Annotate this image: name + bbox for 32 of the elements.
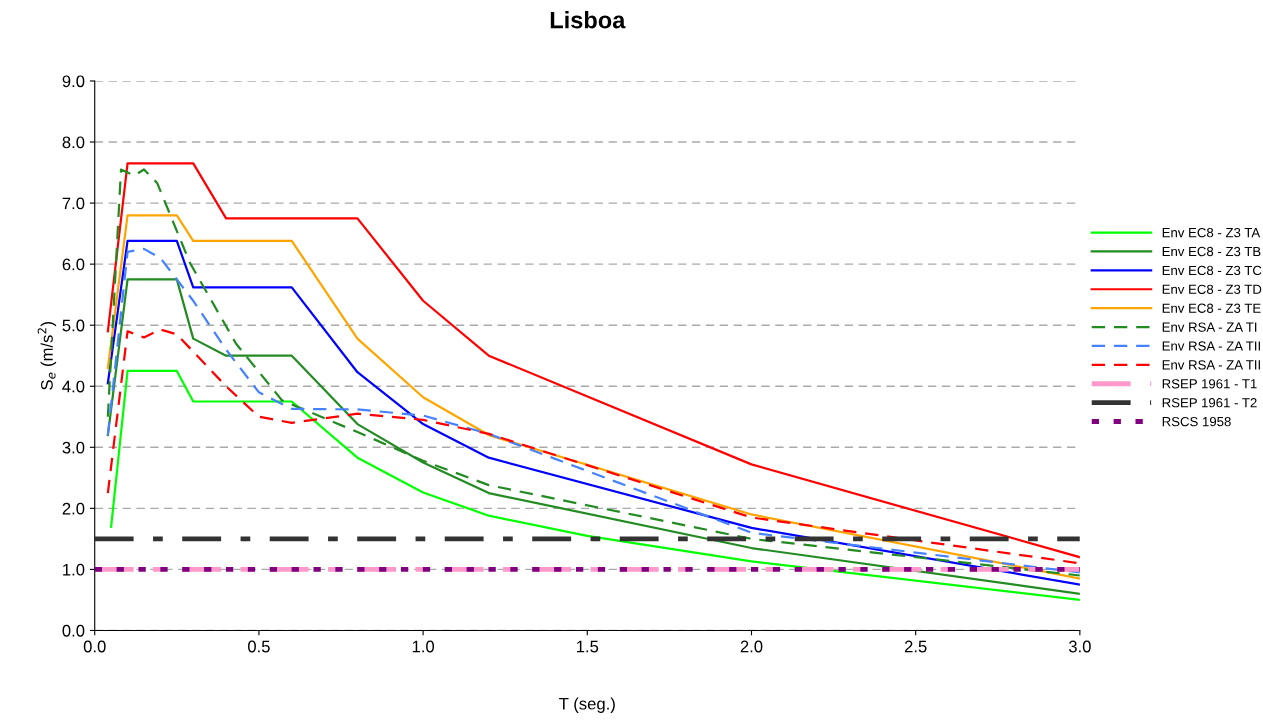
legend-label: Env EC8 - Z3 TA xyxy=(1162,227,1261,238)
legend-label: Env RSA - ZA TI xyxy=(1162,322,1257,332)
y-tick-label: 1.0 xyxy=(63,563,85,576)
y-tick-label: 5.0 xyxy=(62,319,85,332)
x-tick-label: 3.0 xyxy=(1068,640,1091,653)
y-tick-label: 2.0 xyxy=(62,502,85,515)
legend-label: Env EC8 - Z3 TB xyxy=(1162,246,1261,257)
x-tick-label: 0.5 xyxy=(247,640,270,653)
x-tick-label: 2.5 xyxy=(904,640,927,653)
y-tick-label: 3.0 xyxy=(62,441,85,454)
legend-label: Env EC8 - Z3 TC xyxy=(1162,265,1262,276)
chart-title: Lisboa xyxy=(550,11,626,29)
x-axis-title: T (seg.) xyxy=(559,697,615,713)
legend-label: Env RSA - ZA TII xyxy=(1162,341,1260,351)
line-series xyxy=(110,369,1080,602)
x-tick-label: 1.5 xyxy=(576,640,599,653)
x-tick-label: 0.0 xyxy=(83,640,106,653)
legend-label: RSEP 1961 - T1 xyxy=(1162,379,1257,389)
legend-label: Env RSA - ZA TII xyxy=(1162,360,1260,370)
y-tick-label: 4.0 xyxy=(62,380,85,393)
y-tick-label: 8.0 xyxy=(62,136,85,149)
y-tick-label: 0.0 xyxy=(62,624,85,637)
y-tick-label: 7.0 xyxy=(62,197,85,210)
x-tick-label: 2.0 xyxy=(740,640,763,653)
y-axis-title: S$_{e}$ (m/s$^{2}$) xyxy=(37,322,57,390)
legend-label: RSEP 1961 - T2 xyxy=(1162,398,1257,408)
legend-label: Env EC8 - Z3 TD xyxy=(1162,284,1262,294)
legend-label: Env EC8 - Z3 TE xyxy=(1162,303,1261,313)
y-tick-label: 6.0 xyxy=(62,258,85,271)
legend-label: RSCS 1958 xyxy=(1162,416,1231,427)
x-tick-label: 1.0 xyxy=(412,640,435,653)
y-tick-label: 9.0 xyxy=(62,75,85,88)
